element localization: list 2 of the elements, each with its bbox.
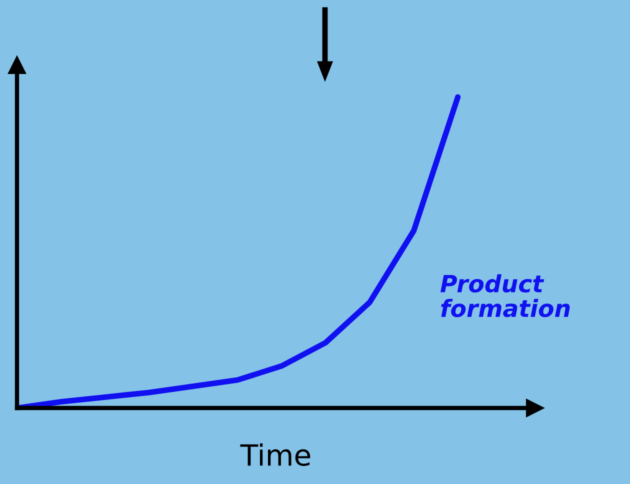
annotation: Product formation bbox=[440, 274, 570, 318]
x-axis-title: Time bbox=[240, 443, 310, 466]
